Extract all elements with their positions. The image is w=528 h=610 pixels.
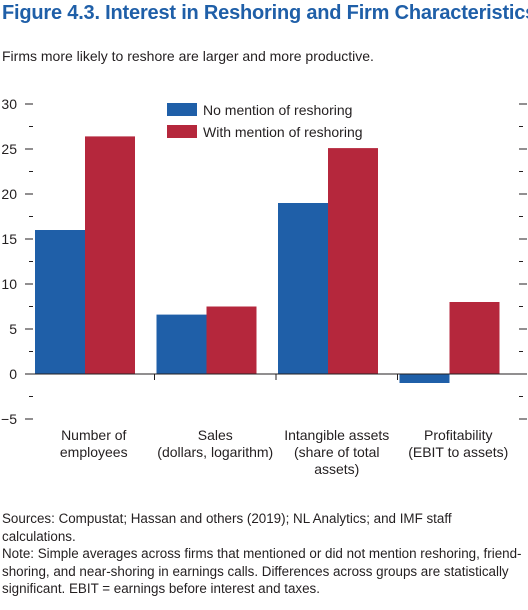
bar-with-mention xyxy=(328,148,378,374)
legend-swatch xyxy=(167,103,197,116)
figure-subtitle: Firms more likely to reshore are larger … xyxy=(2,48,374,64)
x-category-label: (share of total xyxy=(294,444,380,460)
x-category-label: (EBIT to assets) xyxy=(408,444,508,460)
figure-title: Figure 4.3. Interest in Reshoring and Fi… xyxy=(2,2,528,24)
x-category-label: Sales xyxy=(198,427,233,443)
legend-label: No mention of reshoring xyxy=(203,102,352,118)
y-tick-label: 20 xyxy=(1,186,17,202)
y-tick-label: 0 xyxy=(9,366,17,382)
x-category-label: assets) xyxy=(314,461,359,477)
y-tick-label: 15 xyxy=(1,231,17,247)
bar-with-mention xyxy=(206,306,257,374)
y-tick-label: 10 xyxy=(1,276,17,292)
y-tick-label: 30 xyxy=(1,96,17,112)
bar-no-mention xyxy=(35,230,85,374)
figure-notes: Sources: Compustat; Hassan and others (2… xyxy=(2,510,526,598)
note-text: Note: Simple averages across firms that … xyxy=(2,546,522,596)
y-tick-label: 5 xyxy=(9,321,17,337)
y-tick-label: 25 xyxy=(1,141,17,157)
x-category-label: Profitability xyxy=(424,427,492,443)
bar-no-mention xyxy=(278,203,328,374)
legend-swatch xyxy=(167,125,197,138)
x-category-label: (dollars, logarithm) xyxy=(157,444,273,460)
bar-no-mention xyxy=(156,314,207,374)
sources-text: Sources: Compustat; Hassan and others (2… xyxy=(2,511,452,544)
bar-with-mention xyxy=(449,302,500,374)
legend-label: With mention of reshoring xyxy=(203,124,363,140)
x-category-label: employees xyxy=(60,444,128,460)
bar-with-mention xyxy=(85,136,135,374)
x-category-label: Number of xyxy=(61,427,126,443)
x-category-label: Intangible assets xyxy=(284,427,389,443)
y-tick-label: −5 xyxy=(1,411,17,427)
bar-no-mention xyxy=(399,374,450,383)
